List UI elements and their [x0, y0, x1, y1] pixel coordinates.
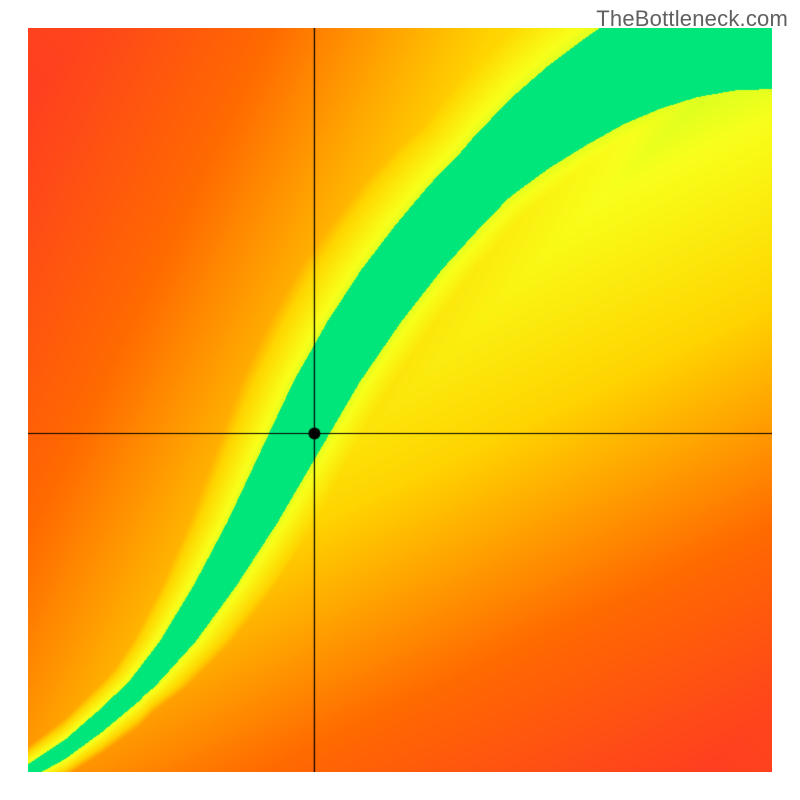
heatmap-canvas: [28, 28, 772, 772]
heatmap-plot-area: [28, 28, 772, 772]
watermark-text: TheBottleneck.com: [596, 6, 788, 32]
